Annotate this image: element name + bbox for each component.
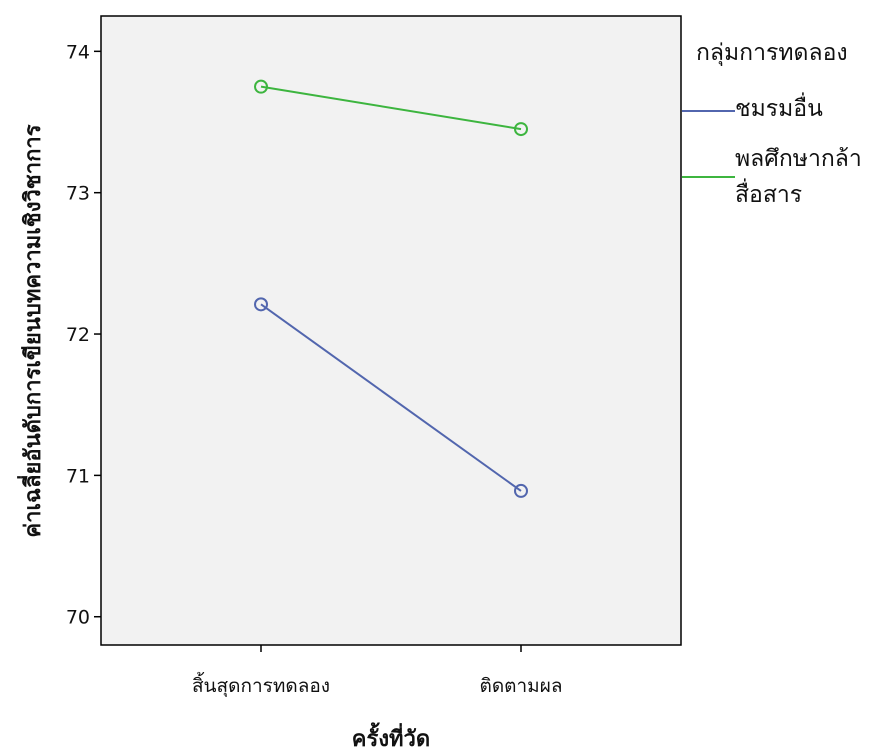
y-axis-title: ค่าเฉลี่ยอันดับการเขียนบทความเชิงวิชาการ	[16, 124, 46, 537]
legend-title: กลุ่มการทดลอง	[696, 40, 848, 66]
legend-label: ชมรมอื่น	[735, 92, 823, 122]
series-line	[260, 303, 522, 492]
x-tick-label: สิ้นสุดการทดลอง	[192, 672, 330, 698]
x-tick-label: ติดตามผล	[480, 675, 563, 697]
y-tick-label: 72	[66, 324, 90, 346]
legend-item: พลศึกษากล้าสื่อสาร	[682, 146, 862, 208]
legend-label: สื่อสาร	[735, 178, 802, 208]
series-2	[254, 79, 528, 137]
y-tick-label: 74	[66, 41, 90, 63]
legend-item: ชมรมอื่น	[682, 92, 823, 122]
y-tick-label: 73	[66, 183, 90, 205]
series-line	[260, 85, 522, 131]
data-point	[514, 122, 528, 137]
y-axis: 70 71 72 73 74	[66, 41, 101, 629]
legend-label: พลศึกษากล้า	[735, 146, 862, 172]
data-point	[254, 297, 268, 312]
x-axis-title: ครั้งที่วัด	[352, 722, 430, 751]
data-point	[514, 483, 528, 498]
y-tick-label: 70	[66, 607, 90, 629]
series-1	[254, 297, 528, 498]
data-point	[254, 79, 268, 94]
y-tick-label: 71	[66, 465, 90, 487]
x-axis: สิ้นสุดการทดลอง ติดตามผล	[192, 645, 563, 698]
plot-area	[100, 15, 682, 646]
series-layer	[254, 79, 528, 498]
